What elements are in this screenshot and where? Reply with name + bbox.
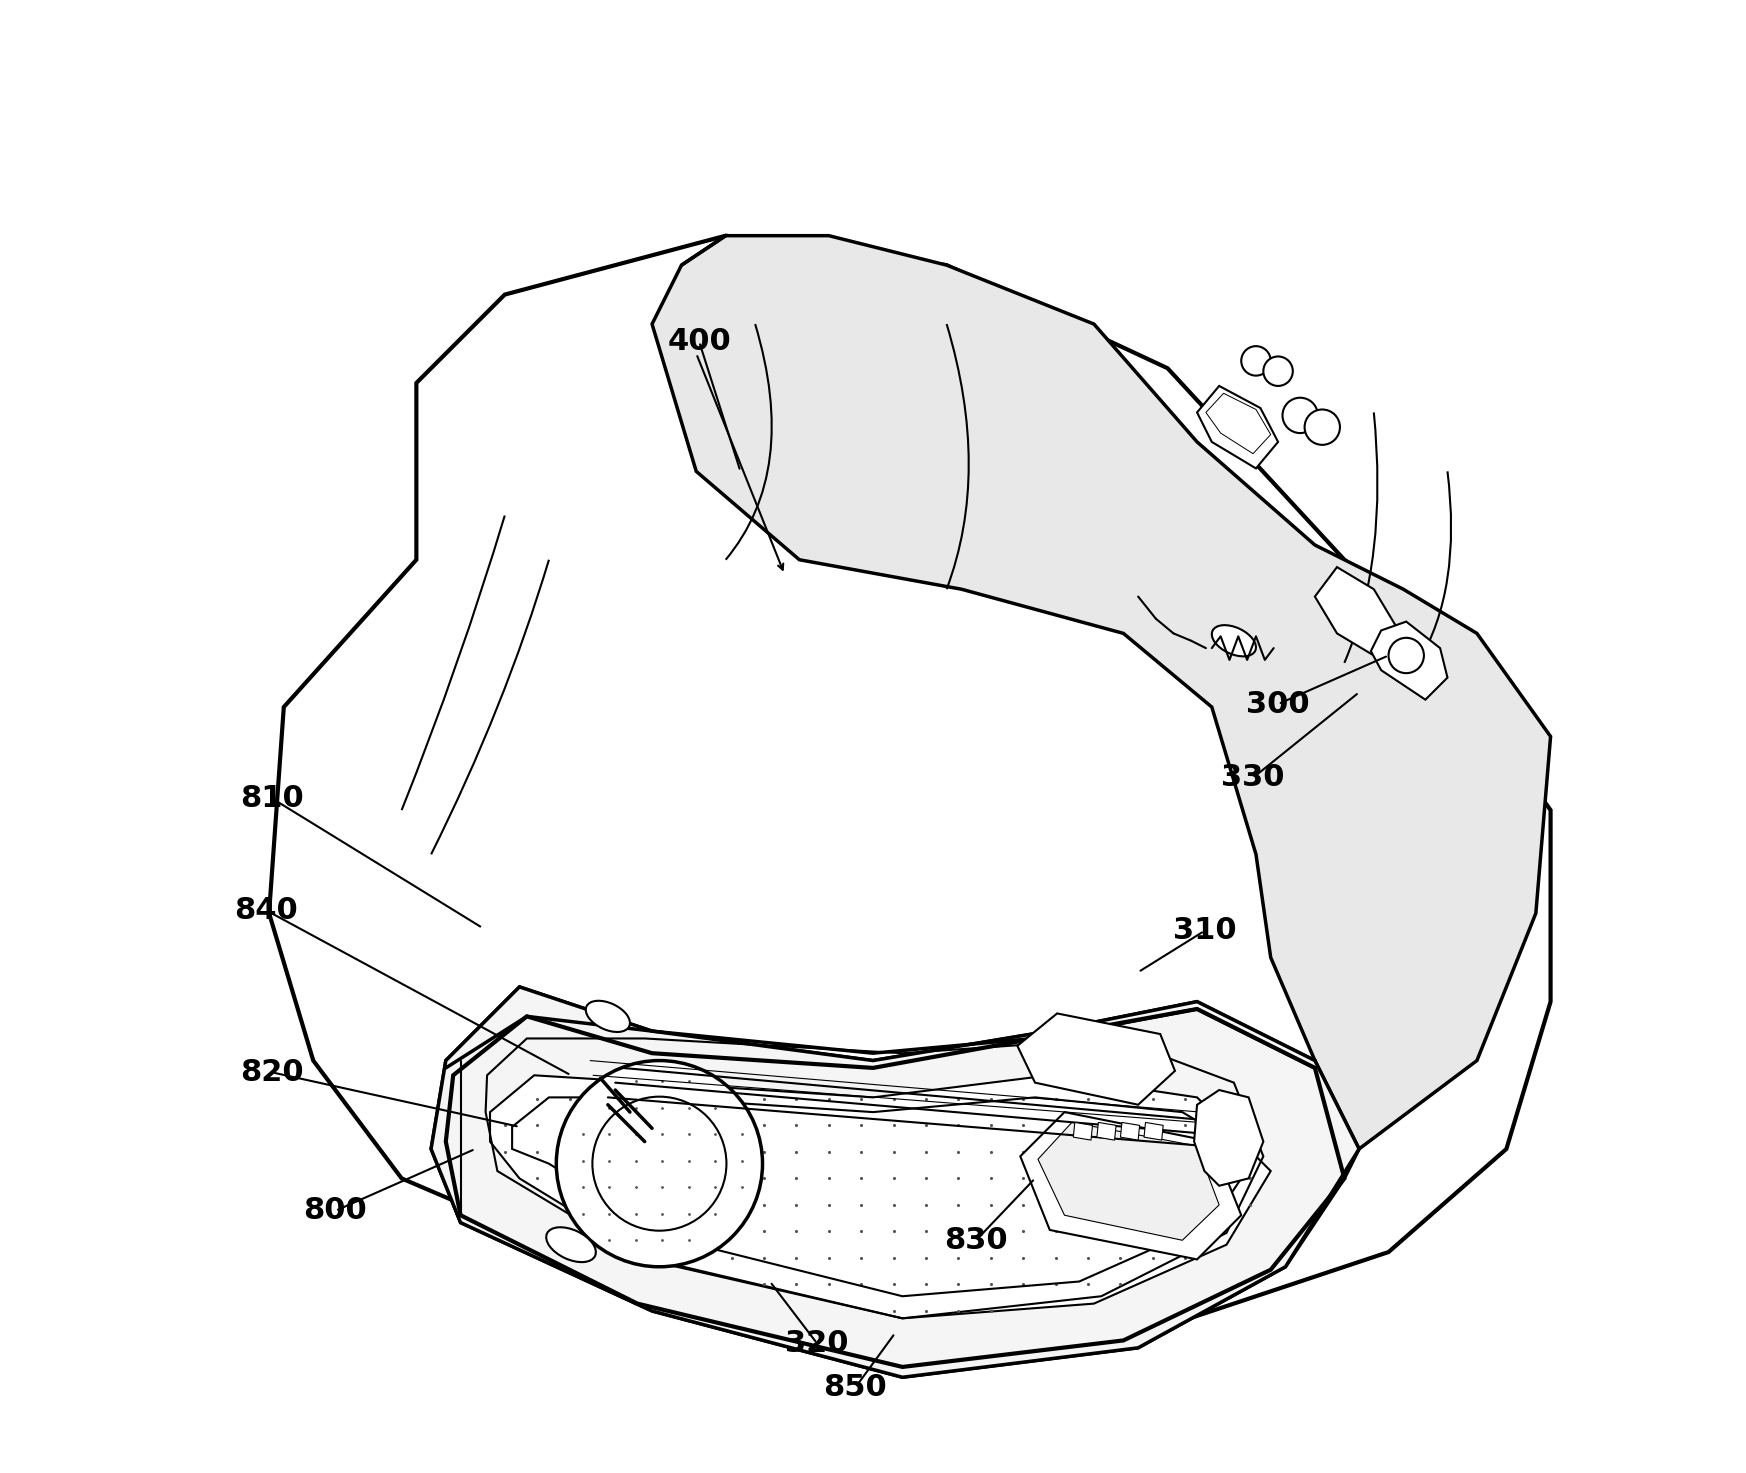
- Text: 330: 330: [1220, 763, 1285, 792]
- Ellipse shape: [585, 1000, 630, 1033]
- Text: 300: 300: [1247, 689, 1310, 719]
- Circle shape: [592, 1096, 726, 1231]
- Polygon shape: [1371, 622, 1447, 700]
- Polygon shape: [1020, 1112, 1241, 1259]
- Polygon shape: [1315, 567, 1395, 655]
- Polygon shape: [1206, 393, 1271, 454]
- Circle shape: [1283, 398, 1318, 433]
- Text: 310: 310: [1173, 916, 1236, 946]
- Polygon shape: [269, 236, 1550, 1355]
- Polygon shape: [1037, 1122, 1219, 1240]
- Polygon shape: [1198, 386, 1278, 468]
- Text: 810: 810: [241, 784, 304, 813]
- Text: 800: 800: [304, 1196, 367, 1226]
- Circle shape: [1388, 638, 1425, 673]
- Text: 840: 840: [234, 896, 299, 925]
- Circle shape: [557, 1061, 763, 1267]
- Text: 400: 400: [667, 327, 732, 356]
- Circle shape: [1241, 346, 1271, 376]
- Text: 820: 820: [241, 1058, 304, 1087]
- Polygon shape: [1074, 1122, 1093, 1140]
- Circle shape: [1264, 356, 1292, 386]
- Ellipse shape: [546, 1227, 595, 1262]
- Text: 850: 850: [824, 1373, 887, 1402]
- Polygon shape: [1018, 1013, 1175, 1105]
- Polygon shape: [1144, 1122, 1163, 1140]
- Ellipse shape: [1212, 625, 1255, 657]
- Text: 830: 830: [945, 1226, 1007, 1255]
- Polygon shape: [491, 1075, 1271, 1318]
- Polygon shape: [1194, 1090, 1264, 1186]
- Polygon shape: [1096, 1122, 1116, 1140]
- Polygon shape: [431, 987, 1358, 1377]
- Polygon shape: [1121, 1122, 1140, 1140]
- Circle shape: [1304, 409, 1339, 445]
- Text: 320: 320: [786, 1329, 849, 1358]
- Polygon shape: [651, 236, 1550, 1149]
- Polygon shape: [431, 987, 1344, 1377]
